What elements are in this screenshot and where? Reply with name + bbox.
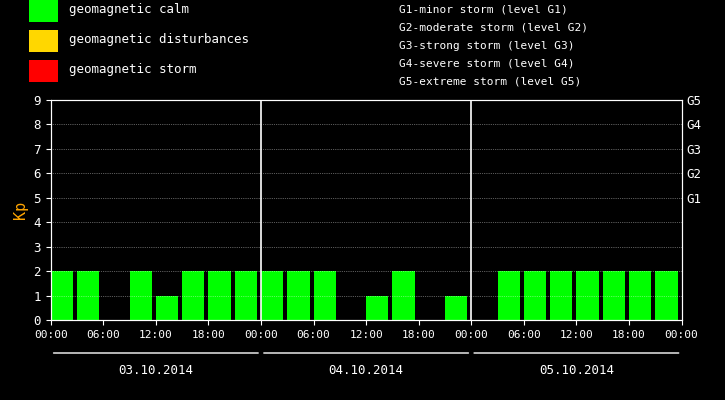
Bar: [235, 271, 257, 320]
Bar: [497, 271, 520, 320]
Bar: [392, 271, 415, 320]
Bar: [130, 271, 152, 320]
Bar: [287, 271, 310, 320]
Bar: [629, 271, 651, 320]
Bar: [445, 296, 468, 320]
Y-axis label: Kp: Kp: [13, 201, 28, 219]
Text: geomagnetic disturbances: geomagnetic disturbances: [69, 34, 249, 46]
Bar: [156, 296, 178, 320]
Text: G5-extreme storm (level G5): G5-extreme storm (level G5): [399, 77, 581, 87]
Text: G2-moderate storm (level G2): G2-moderate storm (level G2): [399, 23, 588, 33]
FancyBboxPatch shape: [29, 0, 58, 22]
Bar: [182, 271, 204, 320]
Bar: [523, 271, 546, 320]
Text: 05.10.2014: 05.10.2014: [539, 364, 614, 377]
Bar: [209, 271, 231, 320]
Bar: [261, 271, 283, 320]
Text: G1-minor storm (level G1): G1-minor storm (level G1): [399, 5, 568, 15]
Bar: [313, 271, 336, 320]
Bar: [51, 271, 73, 320]
Text: G4-severe storm (level G4): G4-severe storm (level G4): [399, 59, 574, 69]
Text: 03.10.2014: 03.10.2014: [118, 364, 194, 377]
Text: 04.10.2014: 04.10.2014: [328, 364, 404, 377]
Text: geomagnetic calm: geomagnetic calm: [69, 4, 189, 16]
FancyBboxPatch shape: [29, 30, 58, 52]
Bar: [602, 271, 625, 320]
FancyBboxPatch shape: [29, 60, 58, 82]
Text: geomagnetic storm: geomagnetic storm: [69, 64, 196, 76]
Bar: [77, 271, 99, 320]
Bar: [366, 296, 389, 320]
Bar: [655, 271, 678, 320]
Text: G3-strong storm (level G3): G3-strong storm (level G3): [399, 41, 574, 51]
Bar: [576, 271, 599, 320]
Bar: [550, 271, 573, 320]
